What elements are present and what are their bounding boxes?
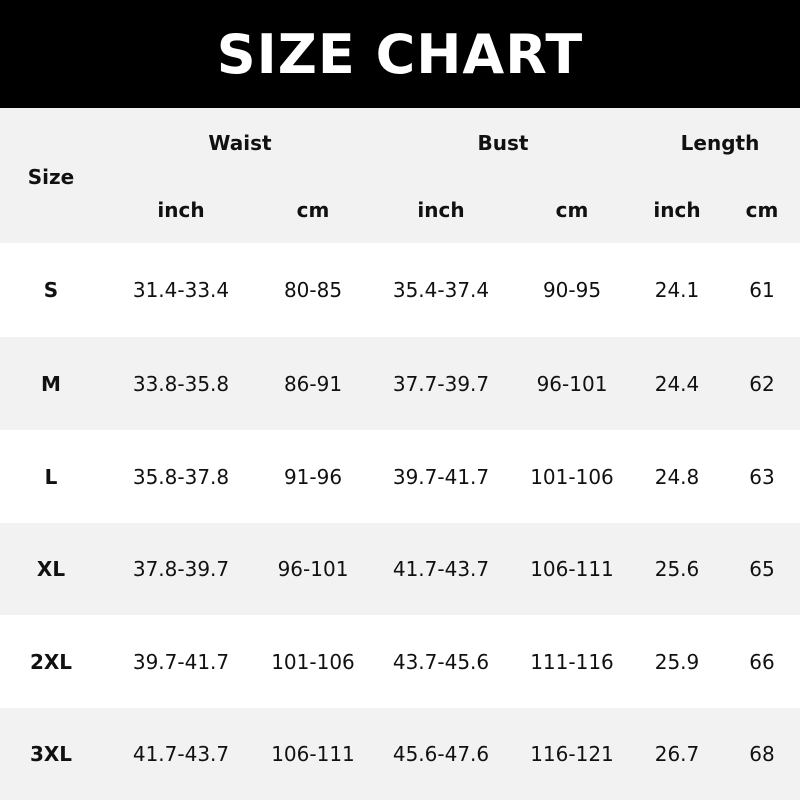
table-row: 3XL 41.7-43.7 106-111 45.6-47.6 116-121 26.7 6… xyxy=(0,708,800,800)
measurement-cell: 96-101 xyxy=(277,557,349,581)
measurement-cell: 96-101 xyxy=(536,371,608,396)
measurement-cell: 63 xyxy=(749,464,775,489)
header-unit: cm xyxy=(555,198,589,222)
size-label: S xyxy=(43,278,59,302)
measurement-cell: 39.7-41.7 xyxy=(132,649,230,674)
measurement-cell: 65 xyxy=(749,557,775,581)
measurement-cell: 45.6-47.6 xyxy=(392,742,490,766)
measurement-cell: 31.4-33.4 xyxy=(132,278,230,302)
table-row: 2XL 39.7-41.7 101-106 43.7-45.6 111-116 25.9 6… xyxy=(0,615,800,708)
measurement-cell: 25.9 xyxy=(654,649,700,674)
header-unit: inch xyxy=(157,198,205,222)
size-label: L xyxy=(44,464,58,489)
measurement-cell: 90-95 xyxy=(542,278,602,302)
measurement-cell: 25.6 xyxy=(654,557,700,581)
size-label: 3XL xyxy=(29,742,73,766)
measurement-cell: 116-121 xyxy=(530,742,614,766)
measurement-cell: 35.8-37.8 xyxy=(132,464,230,489)
measurement-cell: 39.7-41.7 xyxy=(392,464,490,489)
measurement-cell: 101-106 xyxy=(530,464,614,489)
header-size: Size xyxy=(27,165,75,189)
header-unit: cm xyxy=(745,198,779,222)
table-row: L 35.8-37.8 91-96 39.7-41.7 101-106 24.8 63 xyxy=(0,430,800,523)
measurement-cell: 41.7-43.7 xyxy=(392,557,490,581)
measurement-cell: 24.4 xyxy=(654,371,700,396)
measurement-cell: 66 xyxy=(749,649,775,674)
size-label: 2XL xyxy=(29,649,73,674)
header-bust: Bust xyxy=(477,131,529,155)
measurement-cell: 37.8-39.7 xyxy=(132,557,230,581)
size-label: M xyxy=(41,371,61,396)
header-unit: cm xyxy=(296,198,330,222)
measurement-cell: 61 xyxy=(749,278,775,302)
header-length: Length xyxy=(680,131,760,155)
measurement-cell: 41.7-43.7 xyxy=(132,742,230,766)
measurement-cell: 24.8 xyxy=(654,464,700,489)
table-row: XL 37.8-39.7 96-101 41.7-43.7 106-111 25.6 65 xyxy=(0,523,800,615)
measurement-cell: 26.7 xyxy=(654,742,700,766)
title-banner: SIZE CHART xyxy=(0,0,800,108)
measurement-cell: 62 xyxy=(749,371,775,396)
measurement-cell: 86-91 xyxy=(283,371,343,396)
measurement-cell: 101-106 xyxy=(271,649,355,674)
measurement-cell: 43.7-45.6 xyxy=(392,649,490,674)
measurement-cell: 106-111 xyxy=(530,557,614,581)
measurement-cell: 111-116 xyxy=(530,649,614,674)
page-title: SIZE CHART xyxy=(216,22,584,86)
measurement-cell: 37.7-39.7 xyxy=(392,371,490,396)
size-label: XL xyxy=(36,557,66,581)
measurement-cell: 106-111 xyxy=(271,742,355,766)
measurement-cell: 80-85 xyxy=(283,278,343,302)
measurement-cell: 33.8-35.8 xyxy=(132,371,230,396)
table-row: S 31.4-33.4 80-85 35.4-37.4 90-95 24.1 61 xyxy=(0,243,800,337)
table-row: M 33.8-35.8 86-91 37.7-39.7 96-101 24.4 62 xyxy=(0,337,800,430)
header-unit: inch xyxy=(653,198,701,222)
measurement-cell: 24.1 xyxy=(654,278,700,302)
header-waist: Waist xyxy=(208,131,272,155)
measurement-cell: 91-96 xyxy=(283,464,343,489)
table-header: Size Waist Bust Length inch cm inch cm i… xyxy=(0,108,800,243)
measurement-cell: 68 xyxy=(749,742,775,766)
measurement-cell: 35.4-37.4 xyxy=(392,278,490,302)
header-unit: inch xyxy=(417,198,465,222)
